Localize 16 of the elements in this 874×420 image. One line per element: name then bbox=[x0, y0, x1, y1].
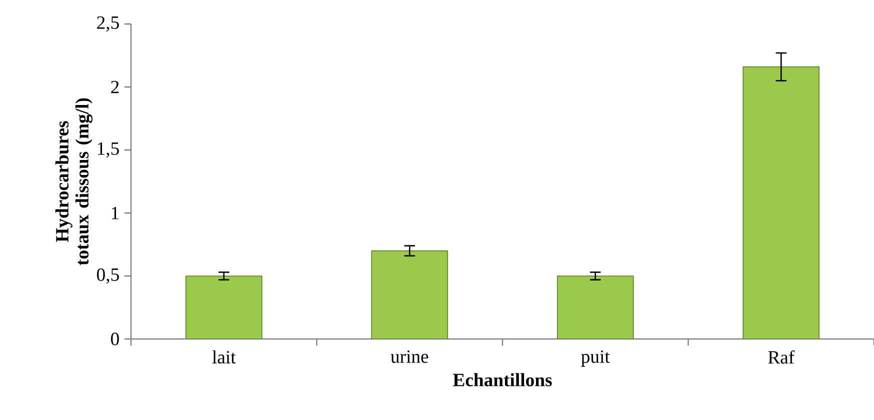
y-axis-title: Hydrocarbures totaux dissous (mg/l) bbox=[55, 98, 92, 266]
y-tick-label: 1 bbox=[112, 206, 119, 220]
bar bbox=[371, 250, 448, 339]
y-tick-label: 0,5 bbox=[97, 268, 119, 284]
x-axis-title: Echantillons bbox=[453, 373, 552, 386]
y-tick-label: 2,5 bbox=[97, 16, 119, 32]
x-tick-label: Raf bbox=[768, 350, 795, 364]
y-tick-label: 1,5 bbox=[98, 142, 119, 158]
x-tick-label: lait bbox=[212, 350, 236, 364]
y-tick-label: 2 bbox=[111, 80, 119, 94]
y-tick-label: 0 bbox=[111, 332, 119, 346]
x-tick-label: puit bbox=[581, 350, 610, 367]
bar bbox=[556, 276, 634, 339]
bar bbox=[185, 276, 262, 339]
bar bbox=[742, 66, 820, 339]
x-tick-label: urine bbox=[390, 350, 428, 363]
